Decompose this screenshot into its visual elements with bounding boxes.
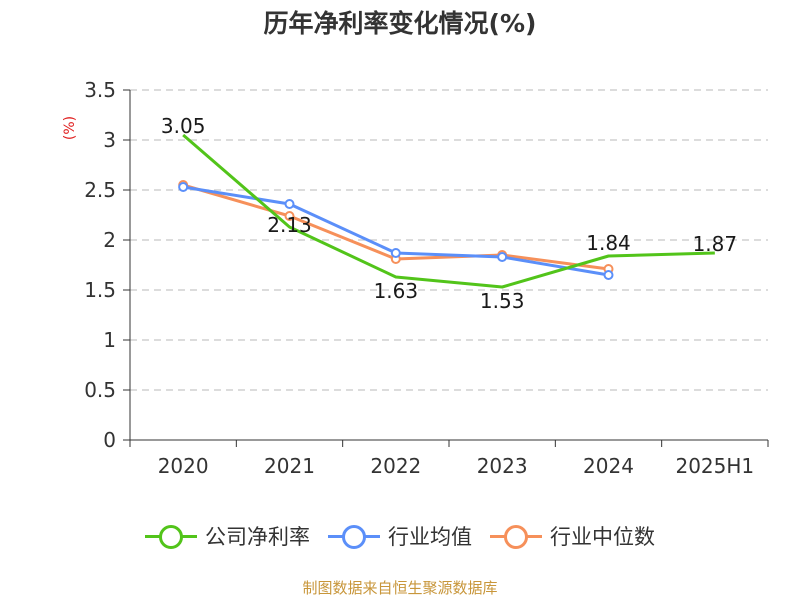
legend-symbol	[328, 525, 380, 549]
data-label: 1.63	[374, 279, 419, 303]
x-tick-label: 2020	[158, 454, 209, 478]
y-tick-label: 2	[103, 228, 116, 252]
data-label: 1.53	[480, 289, 525, 313]
legend-item: 行业中位数	[490, 521, 655, 551]
y-tick-label: 3.5	[84, 78, 116, 102]
x-tick-label: 2025H1	[675, 454, 754, 478]
source-footer: 制图数据来自恒生聚源数据库	[302, 579, 498, 597]
y-tick-label: 0.5	[84, 378, 116, 402]
series-marker-1	[497, 252, 508, 262]
legend: 公司净利率 行业均值 行业中位数	[0, 518, 800, 554]
data-labels: 3.05 2.13 1.63 1.53 1.84 1.87	[161, 114, 737, 313]
y-tick-label: 3	[103, 128, 116, 152]
data-label: 3.05	[161, 114, 206, 138]
legend-symbol	[145, 525, 197, 549]
data-label: 1.87	[693, 232, 738, 256]
x-tick-label: 2024	[583, 454, 634, 478]
chart-title: 历年净利率变化情况(%)	[263, 9, 537, 38]
y-tick-label: 1	[103, 328, 116, 352]
series-marker-1	[390, 248, 401, 258]
series-line-0	[182, 133, 715, 289]
legend-item: 公司净利率	[145, 521, 310, 551]
series-marker-1	[284, 199, 295, 209]
legend-label: 行业均值	[388, 525, 472, 549]
series-marker-1	[178, 182, 189, 192]
series-marker-2	[284, 211, 295, 221]
grid-lines	[130, 89, 768, 391]
x-tick-label: 2023	[477, 454, 528, 478]
legend-symbol	[490, 525, 542, 549]
x-tick-label: 2021	[264, 454, 315, 478]
axes: 0 0.5 1 1.5 2 2.5 3 3.5 2020 2021 2022 2023 2024 2025…	[62, 78, 769, 478]
series-markers	[178, 180, 614, 280]
series-marker-1	[603, 270, 614, 280]
data-label: 2.13	[267, 213, 312, 237]
y-axis-label: (%)	[62, 116, 78, 140]
series-lines	[182, 133, 715, 289]
legend-item: 行业均值	[328, 521, 472, 551]
data-label: 1.84	[586, 231, 631, 255]
y-tick-label: 1.5	[84, 278, 116, 302]
y-tick-label: 0	[103, 428, 116, 452]
legend-label: 公司净利率	[205, 525, 310, 549]
legend-label: 行业中位数	[550, 525, 655, 549]
x-tick-label: 2022	[370, 454, 421, 478]
y-tick-label: 2.5	[84, 178, 116, 202]
